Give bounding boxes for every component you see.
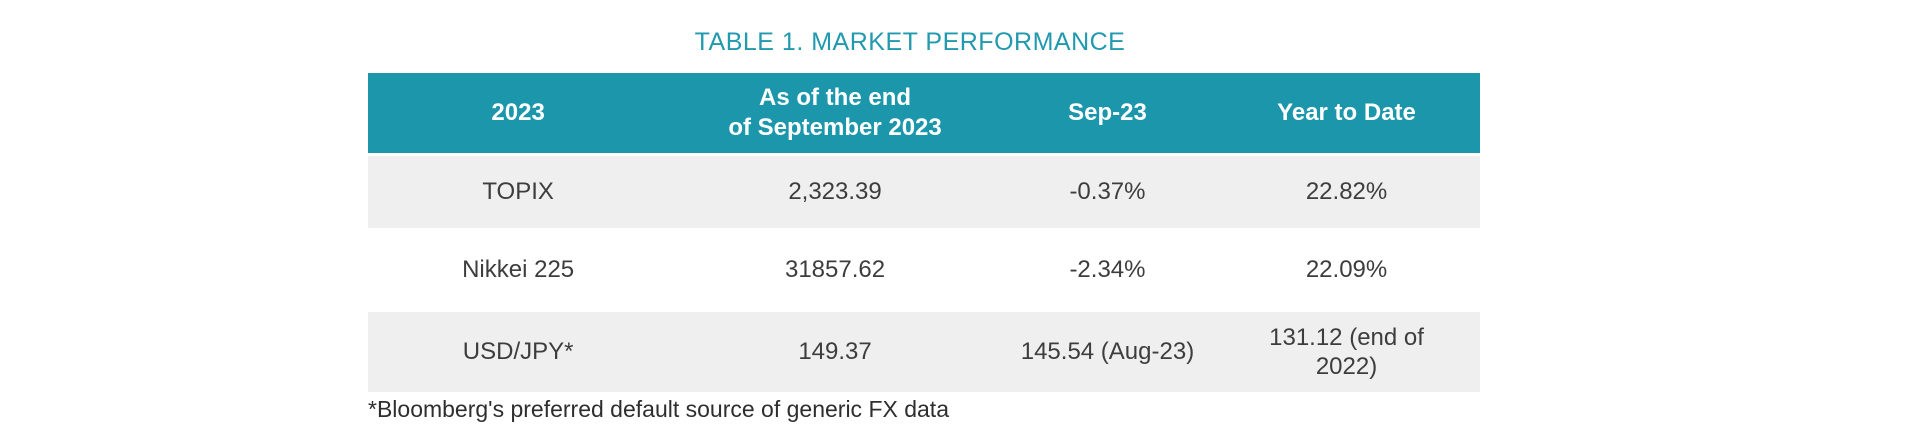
column-header-year: 2023 bbox=[491, 99, 545, 126]
bloomberg-fx-footnote: *Bloomberg's preferred default source of… bbox=[368, 396, 949, 422]
table-row-nikkei-225: Nikkei 225 31857.62 -2.34% 22.09% bbox=[368, 228, 1480, 312]
market-performance-table: 2023 As of the end of September 2023 Sep… bbox=[368, 73, 1480, 392]
row-label-nikkei-225: Nikkei 225 bbox=[462, 256, 575, 283]
usd-jpy-level-value: 149.37 bbox=[798, 338, 872, 365]
table-row-usd-jpy: USD/JPY* 149.37 145.54 (Aug-23) 131.12 (… bbox=[368, 312, 1480, 392]
table-row-topix: TOPIX 2,323.39 -0.37% 22.82% bbox=[368, 156, 1480, 228]
topix-monthly-change: -0.37% bbox=[1069, 178, 1146, 205]
usd-jpy-end-2022-value: 131.12 (end of 2022) bbox=[1269, 324, 1424, 380]
table-title: TABLE 1. MARKET PERFORMANCE bbox=[694, 28, 1126, 56]
nikkei-ytd-change: 22.09% bbox=[1305, 256, 1388, 283]
column-header-year-to-date: Year to Date bbox=[1277, 99, 1416, 126]
column-header-as-of-end-september: As of the end of September 2023 bbox=[728, 84, 942, 141]
row-label-usd-jpy: USD/JPY* bbox=[462, 338, 574, 365]
usd-jpy-aug-23-value: 145.54 (Aug-23) bbox=[1020, 338, 1195, 365]
topix-ytd-change: 22.82% bbox=[1305, 178, 1388, 205]
column-header-sep-23: Sep-23 bbox=[1068, 99, 1147, 126]
nikkei-monthly-change: -2.34% bbox=[1069, 256, 1146, 283]
topix-level-value: 2,323.39 bbox=[788, 178, 882, 205]
nikkei-level-value: 31857.62 bbox=[784, 256, 886, 283]
row-label-topix: TOPIX bbox=[482, 178, 554, 205]
table-header-row: 2023 As of the end of September 2023 Sep… bbox=[368, 73, 1480, 153]
